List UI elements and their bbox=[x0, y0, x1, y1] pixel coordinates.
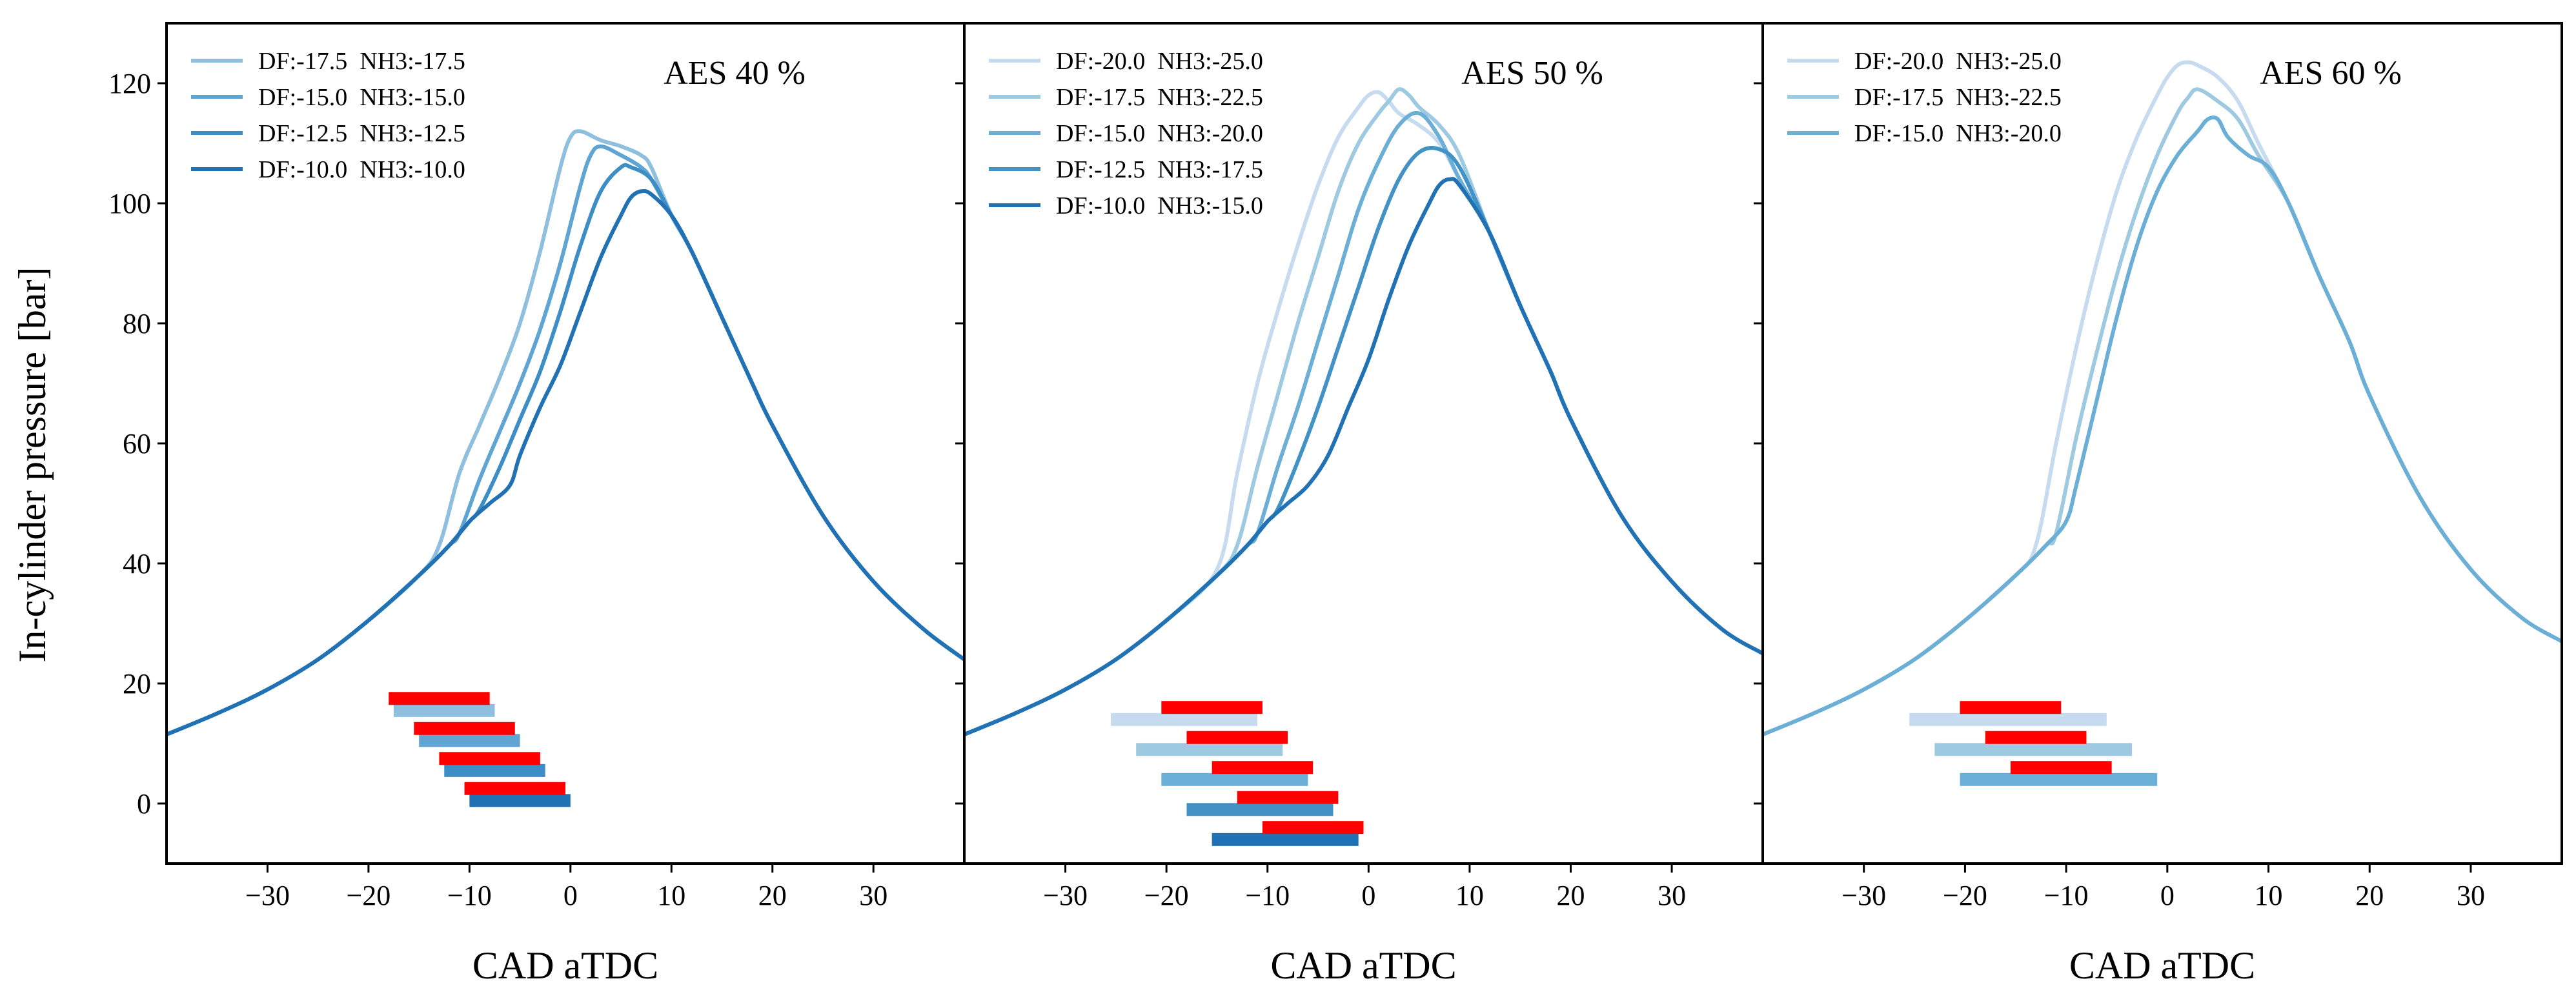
legend-label-df-15.0-nh3-15.0: DF:-15.0 NH3:-15.0 bbox=[258, 84, 465, 111]
injection-bar-nh3-df-15.0-nh3-20.0 bbox=[1161, 773, 1308, 786]
pressure-line-df-15.0-nh3-20.0 bbox=[1763, 115, 2562, 736]
x-tick-label: 30 bbox=[859, 880, 887, 911]
legend-label-df-17.5-nh3-22.5: DF:-17.5 NH3:-22.5 bbox=[1056, 84, 1263, 111]
injection-bar-df-df-20.0-nh3-25.0 bbox=[1161, 701, 1263, 714]
x-tick-label: 30 bbox=[2457, 880, 2485, 911]
axes-frame bbox=[963, 22, 1764, 865]
pressure-line-df-10.0-nh3-15.0 bbox=[964, 177, 1763, 736]
injection-bar-nh3-df-20.0-nh3-25.0 bbox=[1111, 713, 1258, 726]
injection-bar-nh3-df-17.5-nh3-22.5 bbox=[1934, 743, 2132, 756]
x-tick-label: 10 bbox=[1455, 880, 1484, 911]
legend-label-df-10.0-nh3-15.0: DF:-10.0 NH3:-15.0 bbox=[1056, 192, 1263, 219]
axes-frame bbox=[1761, 22, 2563, 865]
x-tick-label: −30 bbox=[1043, 880, 1088, 911]
x-tick-label: 10 bbox=[657, 880, 685, 911]
legend-label-df-12.5-nh3-17.5: DF:-12.5 NH3:-17.5 bbox=[1056, 156, 1263, 183]
legend-label-df-15.0-nh3-20.0: DF:-15.0 NH3:-20.0 bbox=[1854, 120, 2062, 147]
injection-bar-df-df-17.5-nh3-22.5 bbox=[1186, 731, 1288, 744]
y-tick-label: 40 bbox=[123, 548, 151, 580]
x-tick-label: 0 bbox=[1361, 880, 1375, 911]
pressure-line-df-17.5-nh3-17.5 bbox=[167, 129, 964, 736]
injection-bar-df-df-10.0-nh3-15.0 bbox=[1262, 821, 1364, 834]
x-tick-label: −20 bbox=[346, 880, 390, 911]
injection-bar-df-df-15.0-nh3-20.0 bbox=[1212, 761, 1313, 774]
x-tick-label: 10 bbox=[2255, 880, 2283, 911]
plot-area bbox=[1763, 60, 2562, 786]
injection-bar-nh3-df-17.5-nh3-22.5 bbox=[1136, 743, 1283, 756]
panel-3: −30 −20 −10 0 10 20 30 CAD aTDC AES 60 % DF:-20.0… bbox=[1754, 22, 2563, 987]
legend-label-df-12.5-nh3-12.5: DF:-12.5 NH3:-12.5 bbox=[258, 120, 465, 147]
legend-label-df-15.0-nh3-20.0: DF:-15.0 NH3:-20.0 bbox=[1056, 120, 1263, 147]
pressure-line-df-17.5-nh3-22.5 bbox=[964, 87, 1763, 736]
injection-bar-nh3-df-15.0-nh3-20.0 bbox=[1960, 773, 2158, 786]
x-axis-title: CAD aTDC bbox=[472, 944, 658, 987]
x-tick-label: 30 bbox=[1658, 880, 1686, 911]
panel-title: AES 40 % bbox=[664, 55, 806, 92]
x-axis-title: CAD aTDC bbox=[1270, 944, 1456, 987]
x-tick-label: 20 bbox=[1556, 880, 1585, 911]
panel-2: −30 −20 −10 0 10 20 30 CAD aTDC AES 50 % DF:-20.0… bbox=[955, 22, 1764, 987]
pressure-line-df-12.5-nh3-17.5 bbox=[964, 146, 1763, 736]
injection-bar-nh3-df-17.5-nh3-17.5 bbox=[394, 703, 495, 717]
panel-title: AES 50 % bbox=[1461, 55, 1603, 92]
injection-bar-df-df-17.5-nh3-22.5 bbox=[1985, 731, 2087, 744]
x-tick-label: 20 bbox=[758, 880, 787, 911]
x-tick-label: −10 bbox=[2044, 880, 2089, 911]
x-tick-label: 20 bbox=[2355, 880, 2384, 911]
injection-bar-nh3-df-12.5-nh3-17.5 bbox=[1186, 803, 1334, 816]
injection-bar-df-df-10.0-nh3-10.0 bbox=[464, 782, 565, 795]
injection-bar-nh3-df-12.5-nh3-12.5 bbox=[444, 763, 545, 777]
y-tick-label: 0 bbox=[137, 788, 151, 820]
y-tick-label: 60 bbox=[123, 428, 151, 460]
legend-label-df-17.5-nh3-17.5: DF:-17.5 NH3:-17.5 bbox=[258, 48, 465, 75]
pressure-line-df-17.5-nh3-22.5 bbox=[1763, 87, 2562, 736]
legend-label-df-20.0-nh3-25.0: DF:-20.0 NH3:-25.0 bbox=[1854, 48, 2062, 75]
injection-bar-nh3-df-20.0-nh3-25.0 bbox=[1909, 713, 2107, 726]
pressure-line-df-20.0-nh3-25.0 bbox=[1763, 60, 2562, 736]
injection-bar-df-df-12.5-nh3-17.5 bbox=[1237, 791, 1339, 804]
x-tick-label: −30 bbox=[245, 880, 290, 911]
injection-bar-nh3-df-10.0-nh3-15.0 bbox=[1212, 833, 1359, 846]
y-tick-label: 100 bbox=[108, 188, 151, 219]
injection-bar-df-df-20.0-nh3-25.0 bbox=[1960, 701, 2062, 714]
plot-area bbox=[167, 129, 964, 807]
legend-label-df-17.5-nh3-22.5: DF:-17.5 NH3:-22.5 bbox=[1854, 84, 2062, 111]
injection-bar-df-df-15.0-nh3-15.0 bbox=[414, 722, 515, 735]
y-tick-label: 80 bbox=[123, 308, 151, 339]
x-tick-label: 0 bbox=[563, 880, 578, 911]
pressure-line-df-10.0-nh3-10.0 bbox=[167, 188, 964, 736]
x-tick-label: −20 bbox=[1943, 880, 1987, 911]
pressure-line-df-20.0-nh3-25.0 bbox=[964, 90, 1763, 736]
x-tick-label: −20 bbox=[1144, 880, 1189, 911]
legend-label-df-10.0-nh3-10.0: DF:-10.0 NH3:-10.0 bbox=[258, 156, 465, 183]
y-tick-label: 20 bbox=[123, 668, 151, 700]
y-axis-title: In-cylinder pressure [bar] bbox=[11, 267, 54, 662]
x-axis-title: CAD aTDC bbox=[2069, 944, 2255, 987]
injection-bar-nh3-df-10.0-nh3-10.0 bbox=[469, 794, 571, 807]
pressure-line-df-15.0-nh3-15.0 bbox=[167, 144, 964, 736]
injection-bar-df-df-12.5-nh3-12.5 bbox=[439, 752, 540, 765]
injection-bar-df-df-15.0-nh3-20.0 bbox=[2010, 761, 2112, 774]
x-tick-label: −10 bbox=[1245, 880, 1290, 911]
x-tick-label: 0 bbox=[2160, 880, 2175, 911]
panel-title: AES 60 % bbox=[2260, 55, 2402, 92]
legend-label-df-20.0-nh3-25.0: DF:-20.0 NH3:-25.0 bbox=[1056, 48, 1263, 75]
plot-area bbox=[964, 87, 1763, 846]
injection-bar-df-df-17.5-nh3-17.5 bbox=[389, 692, 490, 705]
y-tick-label: 120 bbox=[108, 68, 151, 99]
x-tick-label: −10 bbox=[447, 880, 492, 911]
panel-1: −30 −20 −10 0 10 20 30 CAD aTDC 0 20 40 60 80 100 120 A… bbox=[108, 22, 966, 987]
x-tick-label: −30 bbox=[1841, 880, 1886, 911]
injection-bar-nh3-df-15.0-nh3-15.0 bbox=[419, 734, 520, 747]
